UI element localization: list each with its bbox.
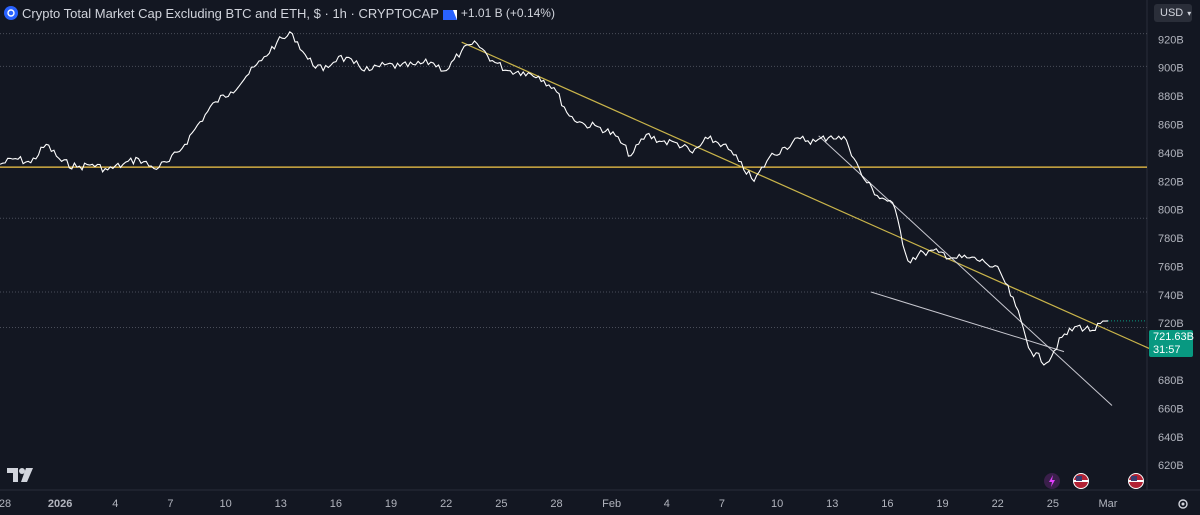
tradingview-logo-icon[interactable] <box>7 468 33 482</box>
y-tick-7: 780B <box>1158 233 1184 245</box>
y-tick-3: 860B <box>1158 120 1184 132</box>
chart-header: Crypto Total Market Cap Excluding BTC an… <box>4 4 555 22</box>
current-price-label: 721.63B 31:57 <box>1149 330 1194 357</box>
x-tick-5: 13 <box>275 498 287 510</box>
chevron-down-icon: ▾ <box>1187 8 1192 18</box>
x-tick-12: 4 <box>664 498 670 510</box>
support-trendline-2 <box>870 291 1065 353</box>
lightning-icon[interactable] <box>1044 473 1060 489</box>
x-tick-18: 22 <box>992 498 1004 510</box>
x-tick-14: 10 <box>771 498 783 510</box>
price-change: +1.01 B (+0.14%) <box>460 6 555 20</box>
y-tick-9: 740B <box>1158 290 1184 302</box>
y-tick-14: 640B <box>1158 432 1184 444</box>
x-tick-4: 10 <box>219 498 231 510</box>
x-tick-13: 7 <box>719 498 725 510</box>
y-tick-12: 680B <box>1158 375 1184 387</box>
x-tick-19: 25 <box>1047 498 1059 510</box>
currency-button[interactable]: USD ▾ <box>1154 4 1192 22</box>
bar-countdown: 31:57 <box>1153 344 1181 356</box>
chart-title: Crypto Total Market Cap Excluding BTC an… <box>22 5 439 21</box>
x-tick-7: 19 <box>385 498 397 510</box>
y-tick-10: 720B <box>1158 318 1184 330</box>
us-flag-icon[interactable] <box>1073 473 1089 489</box>
y-tick-2: 880B <box>1158 91 1184 103</box>
x-tick-16: 16 <box>881 498 893 510</box>
gear-icon[interactable] <box>1177 497 1189 509</box>
y-tick-6: 800B <box>1158 205 1184 217</box>
x-tick-0: 28 <box>0 498 11 510</box>
y-tick-13: 660B <box>1158 403 1184 415</box>
y-tick-15: 620B <box>1158 460 1184 472</box>
y-tick-8: 760B <box>1158 261 1184 273</box>
x-tick-3: 7 <box>167 498 173 510</box>
x-tick-17: 19 <box>936 498 948 510</box>
us-flag-icon-2[interactable] <box>1128 473 1144 489</box>
x-tick-9: 25 <box>495 498 507 510</box>
y-tick-0: 920B <box>1158 34 1184 46</box>
x-tick-11: Feb <box>602 498 621 510</box>
x-tick-8: 22 <box>440 498 452 510</box>
y-tick-4: 840B <box>1158 148 1184 160</box>
x-tick-6: 16 <box>330 498 342 510</box>
currency-label: USD <box>1160 7 1184 19</box>
x-tick-2: 4 <box>112 498 118 510</box>
y-tick-1: 900B <box>1158 63 1184 75</box>
x-tick-10: 28 <box>550 498 562 510</box>
support-trendline-1 <box>818 135 1113 406</box>
x-tick-1: 2026 <box>48 498 72 510</box>
descending-trendline <box>461 41 1151 350</box>
x-tick-15: 13 <box>826 498 838 510</box>
price-series-line <box>0 30 1109 366</box>
y-tick-5: 820B <box>1158 176 1184 188</box>
coin-icon <box>4 6 18 20</box>
current-price-value: 721.63B <box>1153 331 1194 343</box>
flag-icon[interactable] <box>442 8 457 20</box>
x-tick-20: Mar <box>1099 498 1118 510</box>
